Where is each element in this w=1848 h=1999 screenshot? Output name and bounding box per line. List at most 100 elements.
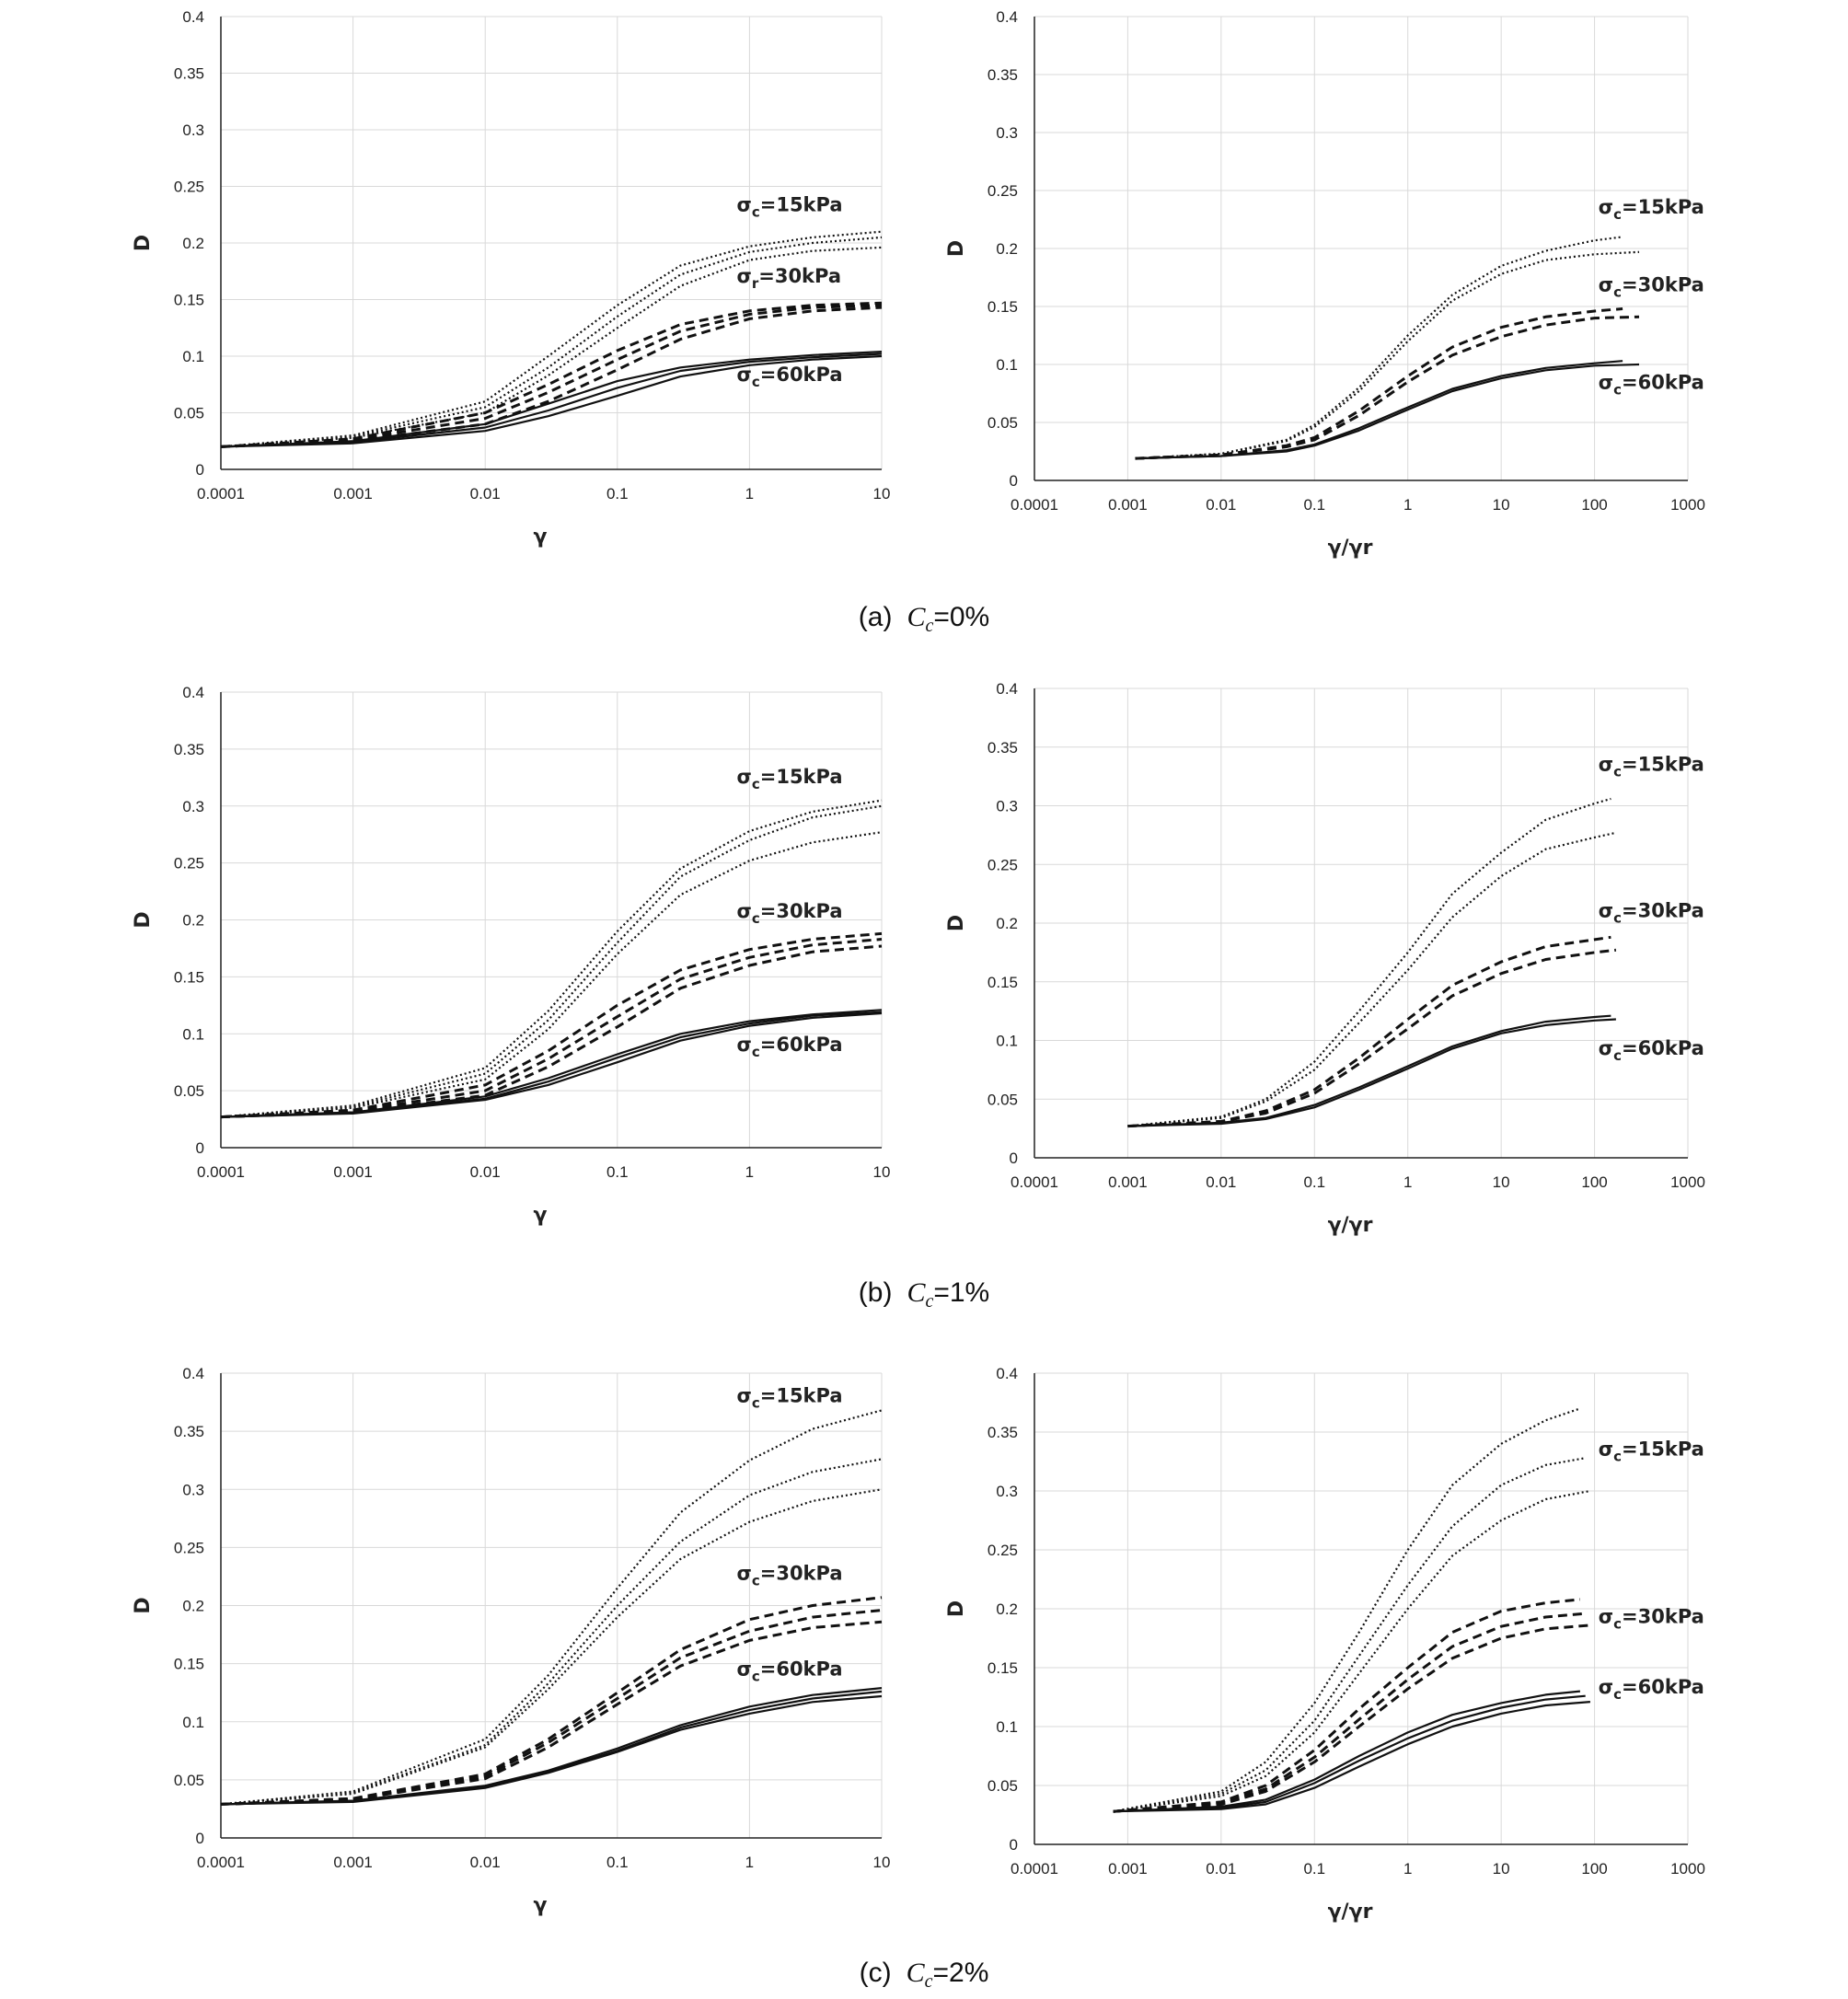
x-axis-label: γ/γr (1328, 537, 1373, 560)
y-tick-label: 0.4 (996, 1365, 1018, 1382)
series-line-dashed (220, 306, 883, 448)
y-tick-label: 0.3 (996, 124, 1018, 142)
series-line-solid (220, 1009, 883, 1118)
series-annotation: σc=15kPa (1599, 196, 1704, 223)
series-line-solid (220, 1011, 883, 1118)
y-tick-label: 0.4 (182, 1365, 204, 1382)
x-tick-label: 10 (1493, 496, 1510, 514)
x-tick-label: 0.0001 (197, 1163, 245, 1181)
x-tick-label: 0.01 (470, 1163, 501, 1181)
series-annotation: σc=60kPa (736, 1658, 842, 1684)
series-line-dotted (220, 246, 883, 448)
y-tick-label: 0.3 (182, 1481, 204, 1498)
series-line-dashed (1127, 948, 1617, 1128)
series-annotation: σc=60kPa (736, 364, 842, 390)
y-tick-label: 0.1 (996, 1718, 1018, 1736)
y-tick-label: 0.3 (996, 1483, 1018, 1500)
y-tick-label: 0.35 (988, 66, 1018, 84)
y-tick-label: 0.35 (174, 1423, 204, 1440)
chart-b-left: 0.0001 0.001 0.01 0.1 1 10 0 0.05 0.1 0.15 0.2 0.25… (132, 684, 890, 1227)
x-tick-label: 0.0001 (1011, 1173, 1058, 1191)
y-tick-label: 0 (196, 461, 204, 479)
x-tick-label: 0.1 (606, 1163, 629, 1181)
y-tick-label: 0.05 (988, 1091, 1018, 1108)
x-tick-label: 10 (873, 1163, 891, 1181)
y-tick-label: 0.35 (988, 739, 1018, 757)
x-tick-label: 10 (1493, 1860, 1510, 1878)
series-annotation: σc=30kPa (1599, 900, 1704, 927)
y-tick-label: 0.2 (996, 1600, 1018, 1618)
x-tick-label: 0.001 (333, 1854, 373, 1871)
y-tick-label: 0 (1010, 1150, 1018, 1167)
y-tick-label: 0.4 (996, 680, 1018, 698)
series-annotation: σc=60kPa (736, 1034, 842, 1060)
series-line-solid (1135, 360, 1623, 460)
y-tick-label: 0.4 (182, 8, 204, 26)
chart-a-right: 0.0001 0.001 0.01 0.1 1 10 100 1000 0 0.05 0.1 0.15… (945, 8, 1705, 560)
x-tick-label: 0.0001 (1011, 1860, 1058, 1878)
x-tick-label: 0.001 (333, 485, 373, 503)
x-tick-label: 100 (1581, 1173, 1607, 1191)
x-tick-label: 0.1 (1303, 496, 1325, 514)
x-axis-label: γ (534, 1894, 548, 1917)
series-annotation: σc=15kPa (736, 194, 842, 221)
series-line-dashed (1135, 315, 1640, 460)
series-line-dashed (220, 1596, 883, 1806)
series-line-dashed (1113, 1598, 1581, 1813)
y-tick-label: 0.4 (996, 8, 1018, 26)
y-tick-label: 0.15 (174, 292, 204, 309)
y-tick-label: 0.2 (182, 235, 204, 252)
series-annotation: σc=15kPa (736, 1385, 842, 1412)
series-line-solid (1127, 1014, 1611, 1127)
chart-panels: 0.0001 0.001 0.01 0.1 1 1000.050.10.150.20.25… (132, 8, 1705, 1924)
series-line-dashed (1127, 935, 1611, 1128)
x-tick-label: 0.001 (1108, 1173, 1148, 1191)
series-annotation: σc=60kPa (1599, 1037, 1704, 1064)
series-line-solid (1127, 1018, 1616, 1127)
y-tick-label: 0.25 (174, 1539, 204, 1556)
y-tick-label: 0.3 (182, 798, 204, 815)
x-tick-label: 0.01 (470, 485, 501, 503)
y-tick-label: 0.25 (988, 856, 1018, 873)
chart-c-right: 0.0001 0.001 0.01 0.1 1 10 100 1000 0 0.05 0.1 0.15… (945, 1365, 1705, 1924)
series-annotation: σc=60kPa (1599, 371, 1704, 398)
y-tick-label: 0.1 (996, 356, 1018, 374)
caption-a: (a) Cc=0% (859, 602, 989, 636)
series-line-dashed (220, 1620, 883, 1806)
x-tick-label: 1 (745, 485, 754, 503)
series-annotation: σc=15kPa (1599, 753, 1704, 780)
series-line-dashed (220, 938, 883, 1119)
x-tick-label: 0.0001 (197, 485, 245, 503)
x-tick-label: 0.1 (606, 1854, 629, 1871)
series-line-dotted (1127, 831, 1617, 1127)
y-tick-label: 0.15 (174, 968, 204, 986)
series-annotation: σc=60kPa (1599, 1676, 1704, 1703)
y-tick-label: 0.15 (988, 974, 1018, 991)
y-tick-label: 0.2 (182, 1598, 204, 1615)
caption-c: (c) Cc=2% (860, 1958, 989, 1992)
y-tick-label: 0.05 (988, 1777, 1018, 1795)
y-tick-label: 0.25 (988, 1542, 1018, 1559)
x-tick-label: 0.1 (1303, 1860, 1325, 1878)
y-tick-label: 0.35 (174, 741, 204, 758)
x-tick-label: 100 (1581, 496, 1607, 514)
series-line-solid (1135, 363, 1640, 460)
series-annotation: σc=15kPa (736, 766, 842, 792)
y-tick-label: 0.15 (988, 298, 1018, 316)
y-tick-label: 0.15 (174, 1656, 204, 1673)
series-annotation: σc=30kPa (736, 1563, 842, 1589)
series-line-dotted (220, 1458, 883, 1806)
series-line-dotted (220, 1488, 883, 1806)
y-tick-label: 0.05 (174, 405, 204, 422)
x-tick-label: 10 (1493, 1173, 1510, 1191)
y-tick-label: 0.25 (174, 179, 204, 196)
x-tick-label: 0.0001 (1011, 496, 1058, 514)
chart-c-left: 0.0001 0.001 0.01 0.1 1 10 0 0.05 0.1 0.15 0.2 0.25… (132, 1365, 890, 1917)
y-tick-label: 0 (196, 1139, 204, 1157)
figure-captions: (a) Cc=0% (b) Cc=1% (c) Cc=2% (859, 602, 989, 1992)
x-tick-label: 0.01 (1206, 1860, 1236, 1878)
x-tick-label: 1 (745, 1854, 754, 1871)
chart-b-right: 0.0001 0.001 0.01 0.1 1 10 100 1000 0 0.05 0.1 0.15… (945, 680, 1705, 1237)
x-tick-label: 0.01 (470, 1854, 501, 1871)
